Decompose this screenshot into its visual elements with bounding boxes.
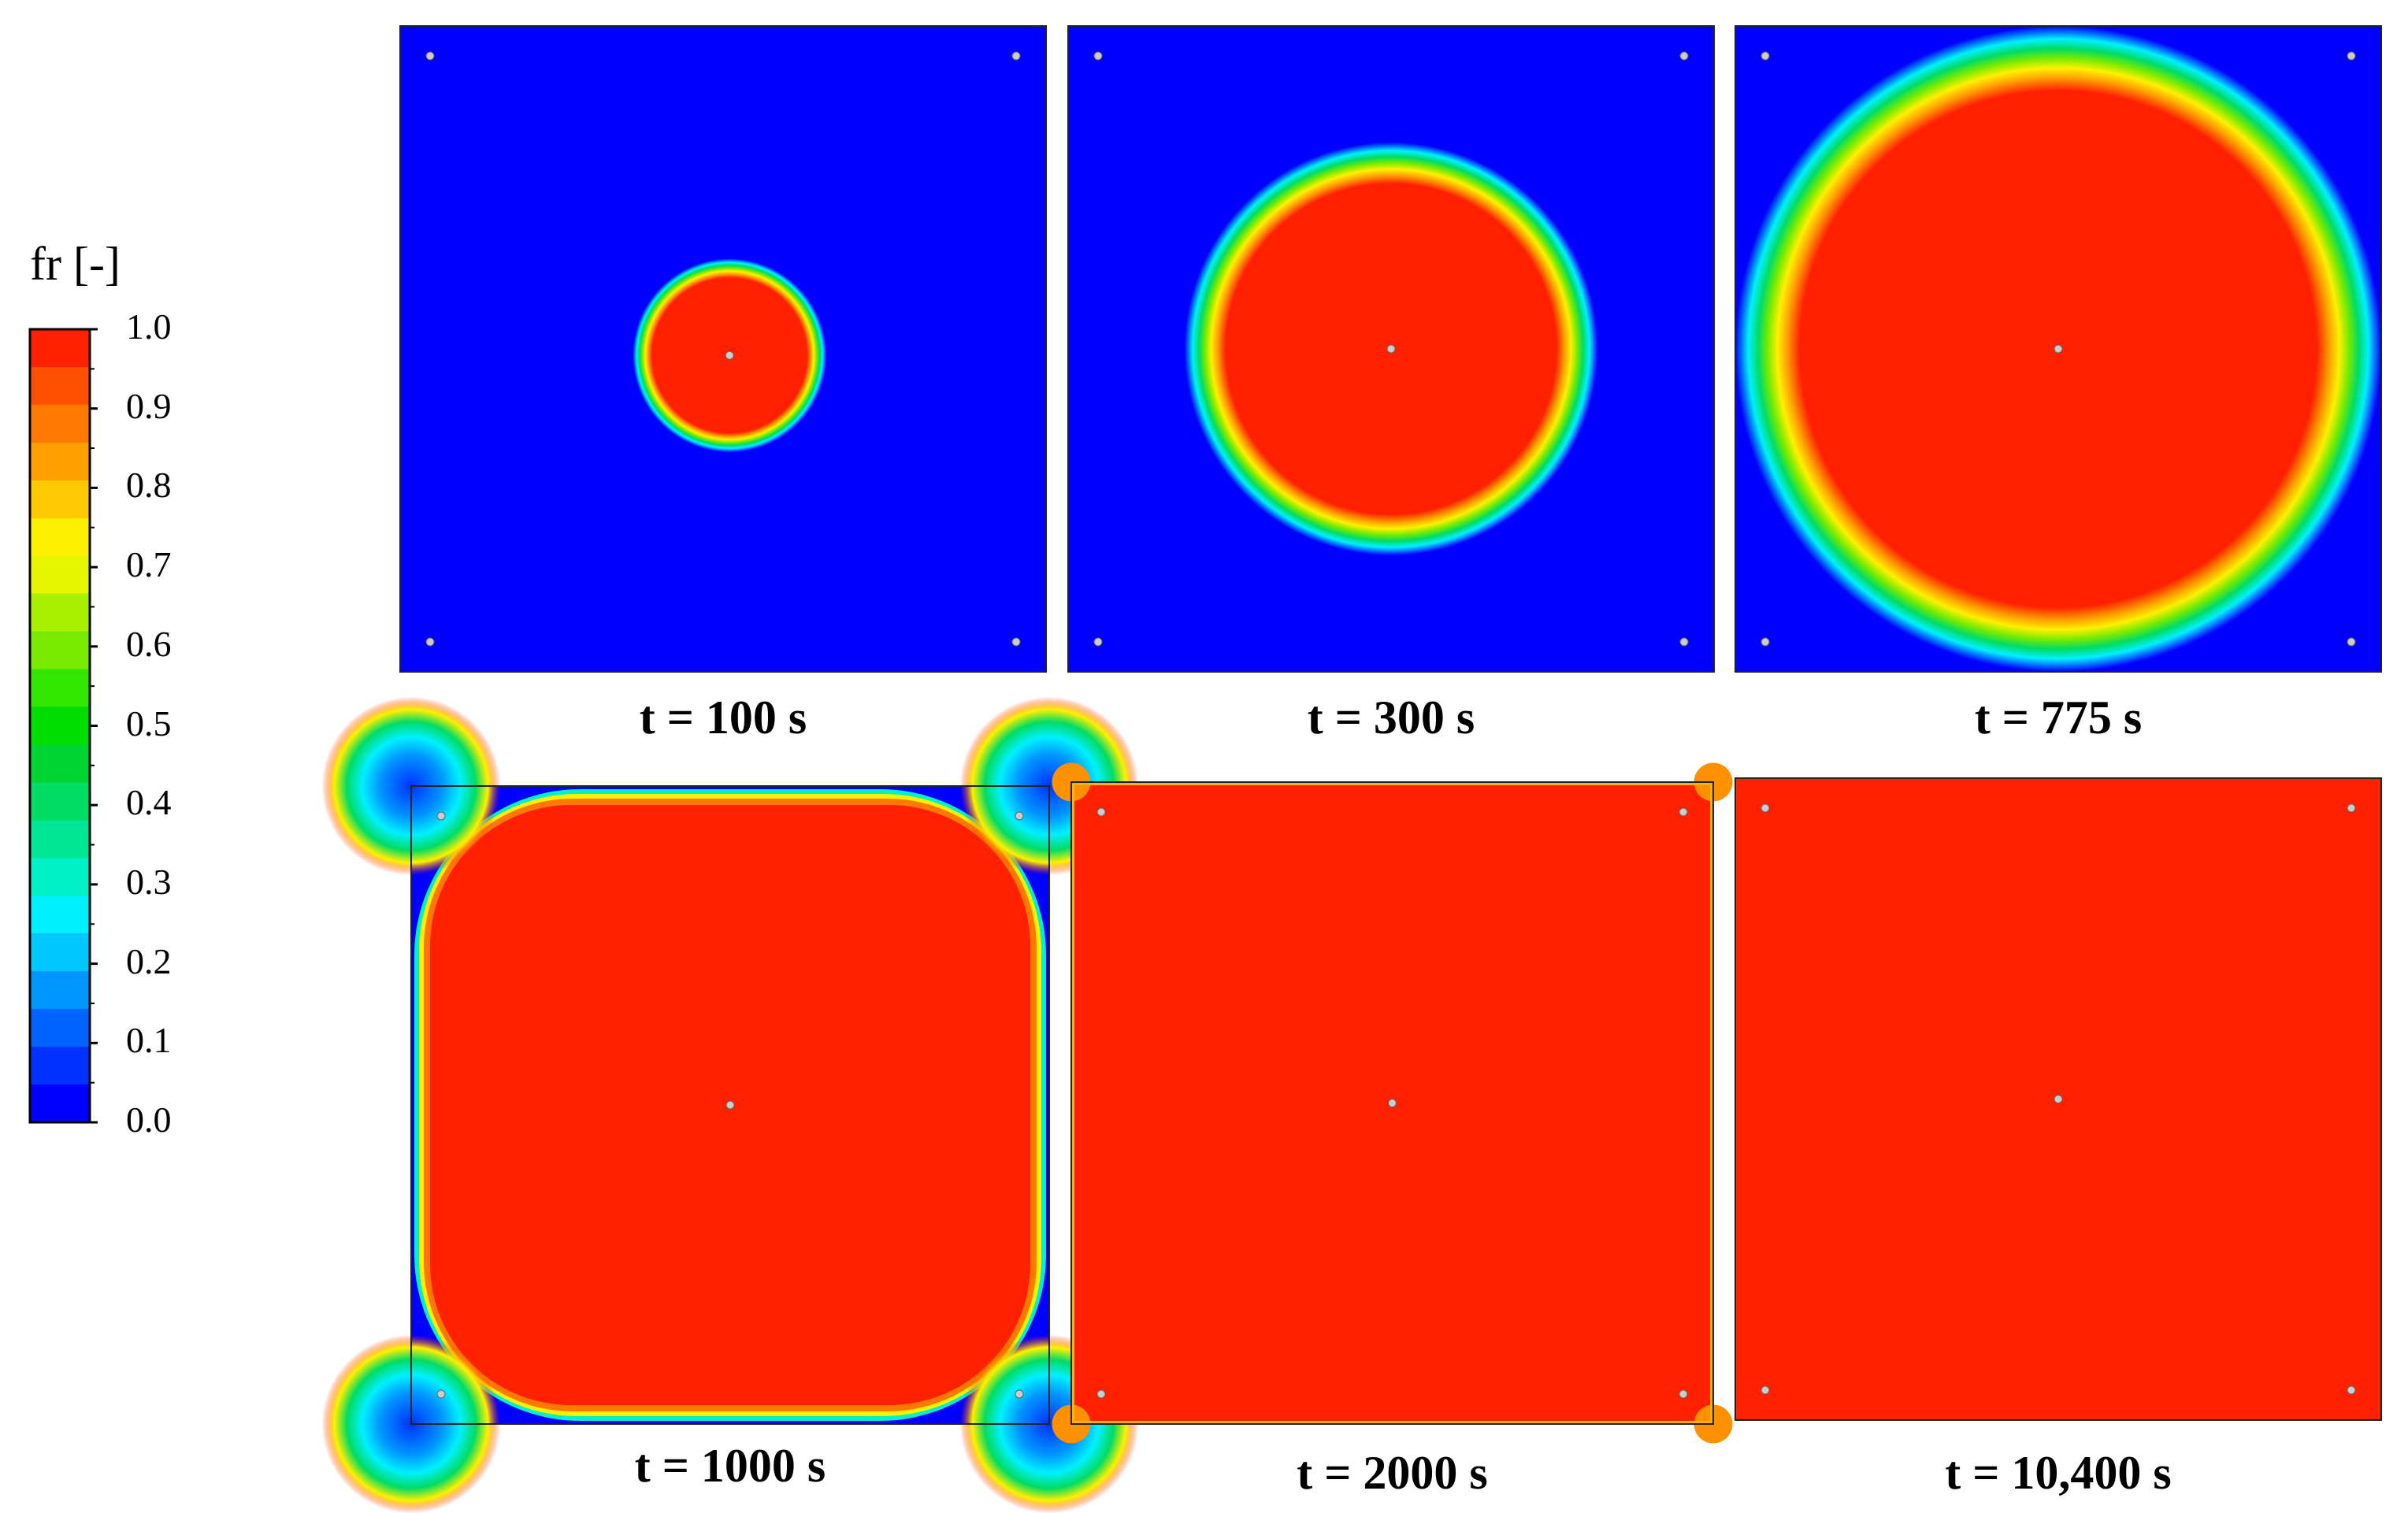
monitor-point-marker xyxy=(725,1100,735,1110)
colorbar-title: fr [-] xyxy=(30,238,121,290)
monitor-point-marker xyxy=(436,1389,446,1399)
monitor-point-marker xyxy=(2054,1095,2063,1103)
colorbar-ticks xyxy=(90,328,98,1124)
colorbar-tick-label: 0.6 xyxy=(126,623,172,664)
monitor-point-marker xyxy=(1761,803,1770,813)
panel-border xyxy=(1735,25,2382,673)
panel-border xyxy=(1735,777,2382,1421)
monitor-point-marker xyxy=(1679,637,1689,647)
panel xyxy=(1052,762,1733,1444)
monitor-point-marker xyxy=(1679,807,1688,817)
monitor-point-marker xyxy=(1386,344,1396,354)
colorbar-tick-label: 0.4 xyxy=(126,782,172,823)
panel xyxy=(321,696,1139,1513)
colorbar-tick-label: 0.8 xyxy=(126,465,172,506)
panel-caption: t = 2000 s xyxy=(1297,1447,1488,1499)
panel-caption: t = 1000 s xyxy=(634,1440,826,1492)
monitor-point-marker xyxy=(425,51,435,61)
monitor-point-marker xyxy=(1679,1389,1688,1399)
monitor-point-marker xyxy=(1388,1099,1397,1107)
panel-border xyxy=(1070,781,1714,1425)
panels xyxy=(321,25,2382,1513)
monitor-point-marker xyxy=(1679,51,1689,61)
monitor-point-marker xyxy=(1096,1389,1106,1399)
monitor-point-marker xyxy=(1093,51,1103,61)
monitor-point-marker xyxy=(1096,807,1106,817)
panel xyxy=(1735,25,2382,673)
colorbar-tick-label: 0.5 xyxy=(126,703,172,744)
panel-border xyxy=(1067,25,1715,673)
monitor-point-marker xyxy=(1761,1385,1770,1395)
colorbar-tick-label: 1.0 xyxy=(126,306,172,347)
colorbar-tick-label: 0.7 xyxy=(126,544,172,585)
panel-caption: t = 10,400 s xyxy=(1945,1447,2172,1499)
monitor-point-marker xyxy=(436,811,446,821)
colorbar xyxy=(28,328,98,1124)
colorbar-bar xyxy=(28,328,91,1124)
panel xyxy=(1067,25,1715,673)
panel-border xyxy=(410,785,1050,1425)
monitor-point-marker xyxy=(2347,803,2356,813)
monitor-point-marker xyxy=(1015,811,1024,821)
colorbar-tick-label: 0.3 xyxy=(126,861,172,902)
monitor-point-marker xyxy=(1011,637,1021,647)
monitor-point-marker xyxy=(1011,51,1021,61)
colorbar-tick-label: 0.2 xyxy=(126,940,172,981)
panel-caption: t = 100 s xyxy=(639,692,807,744)
monitor-point-marker xyxy=(1015,1389,1024,1399)
monitor-point-marker xyxy=(1761,51,1770,61)
monitor-point-marker xyxy=(2347,637,2356,647)
monitor-point-marker xyxy=(425,637,435,647)
monitor-point-marker xyxy=(1093,637,1103,647)
panel-caption: t = 300 s xyxy=(1307,692,1475,744)
monitor-point-marker xyxy=(2347,1385,2356,1395)
monitor-point-marker xyxy=(725,350,734,360)
panel xyxy=(1735,777,2382,1421)
monitor-point-marker xyxy=(2347,51,2356,61)
colorbar-tick-label: 0.0 xyxy=(126,1100,172,1140)
panel-border xyxy=(399,25,1047,673)
monitor-point-marker xyxy=(2054,344,2063,354)
colorbar-tick-label: 0.1 xyxy=(126,1020,172,1061)
colorbar-tick-label: 0.9 xyxy=(126,385,172,426)
edge-band xyxy=(1071,782,1713,1424)
monitor-point-marker xyxy=(1761,637,1770,647)
panel-caption: t = 775 s xyxy=(1974,692,2143,744)
panel xyxy=(399,25,1047,673)
